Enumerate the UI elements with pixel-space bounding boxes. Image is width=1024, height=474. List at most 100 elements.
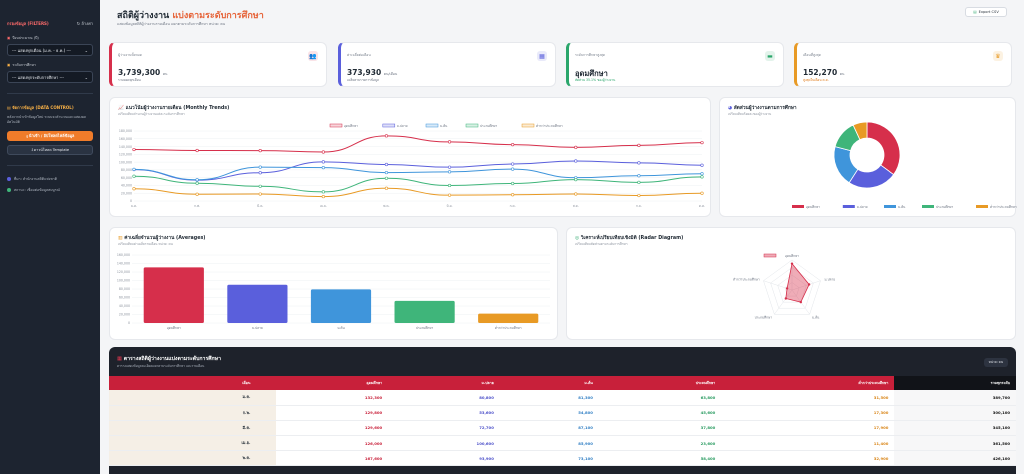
- legend-swatch: [842, 205, 855, 208]
- calculator-icon: ▦: [537, 51, 547, 61]
- radar-axis: [791, 280, 821, 291]
- table-header-cell[interactable]: ประถมศึกษา: [598, 376, 722, 390]
- table-icon: ▦: [117, 356, 124, 362]
- table-row[interactable]: พ.ค. 167,600 93,900 73,100 58,400 32,900 426,1…: [109, 450, 1016, 467]
- series-line: [133, 175, 703, 193]
- table-cell: 129,800: [276, 405, 389, 421]
- divider: [7, 93, 93, 94]
- chevron-down-icon: ⌄: [84, 47, 88, 53]
- data-point: [132, 147, 136, 152]
- legend-label: ม.ปลาย: [857, 205, 868, 209]
- bar: [310, 289, 372, 323]
- trend-title: 📈 แนวโน้มผู้ว่างงานรายเดือน (Monthly Tre…: [118, 104, 229, 112]
- table-header-cell[interactable]: รวมทุกระดับ: [894, 376, 1016, 390]
- table-row[interactable]: เม.ย. 126,000 100,600 85,900 23,600 11,400 361…: [109, 435, 1016, 452]
- year-select[interactable]: --- แสดงทุกเดือน (ม.ค. - ธ.ค.) --- ⌄: [7, 44, 93, 56]
- x-tick-label: ม.ปลาย: [252, 326, 263, 330]
- status-dot-icon: [7, 188, 11, 192]
- y-tick-label: 140,000: [117, 262, 130, 266]
- share-panel: ◕ สัดส่วนผู้ว่างงานตามการศึกษา เปรียบเที…: [719, 97, 1017, 217]
- year-label: ▣ ปีงบประมาณ (ปี): [7, 35, 93, 41]
- legend-swatch: [922, 205, 934, 208]
- x-tick-label: ม.ค.: [131, 204, 137, 208]
- data-point: [700, 191, 704, 195]
- series-line: [133, 166, 703, 181]
- pie-icon: ◕: [728, 106, 734, 111]
- table-header-cell[interactable]: อุดมศึกษา: [276, 376, 389, 390]
- reset-button[interactable]: ↻ ล้างค่า: [76, 21, 93, 26]
- data-point: [321, 150, 325, 154]
- data-point: [511, 143, 515, 147]
- radar-axis: [774, 289, 793, 315]
- table-cell: มี.ค.: [109, 420, 277, 437]
- radar-axis-label: ต่ำกว่าประถมศึกษา: [733, 276, 760, 281]
- x-tick-label: ต่ำกว่าประถมศึกษา: [495, 325, 522, 330]
- table-cell: 80,800: [388, 390, 500, 406]
- kpi-sub: เฉลี่ยตามรายการข้อมูล: [347, 78, 379, 82]
- y-tick-label: 120,000: [117, 270, 130, 274]
- data-point: [511, 162, 515, 166]
- edu-label-text: ระดับการศึกษา: [12, 63, 36, 67]
- kpi-value-text: 152,270: [803, 68, 838, 77]
- data-point: [384, 162, 389, 167]
- table-cell: 426,100: [894, 450, 1016, 467]
- x-tick-label: ก.ค.: [510, 204, 516, 208]
- download-template-button[interactable]: ⇩ ดาวน์โหลด Template: [7, 145, 93, 155]
- radar-axis-label: อุดมศึกษา: [785, 254, 799, 259]
- kpi-card: ค่าเฉลี่ยต่อเดือน 373,930 คน/เดือน เฉลี่ยต…: [338, 42, 556, 87]
- table-row[interactable]: ก.พ. 129,800 53,600 54,800 45,600 17,300 300,1…: [109, 405, 1016, 421]
- radar-axis-label: ม.ต้น: [812, 316, 820, 320]
- legend-swatch: [465, 123, 479, 128]
- radar-point: [784, 297, 788, 300]
- table-header-cell[interactable]: ต่ำกว่าประถมศึกษา: [721, 376, 895, 390]
- trend-subtitle: เปรียบเทียบจำนวนผู้ว่างงานแต่ละระดับการศ…: [118, 112, 185, 116]
- table-cell: 54,800: [499, 405, 599, 421]
- import-button[interactable]: ⇪ นำเข้า / อัปโหลดไฟล์ข้อมูล: [7, 131, 93, 141]
- bar: [227, 284, 288, 323]
- table-cell: 389,700: [894, 390, 1016, 406]
- table-row[interactable]: มี.ค. 129,600 72,700 87,100 37,800 17,900 345,…: [109, 420, 1016, 437]
- legend-label: ม.ต้น: [440, 124, 448, 128]
- export-csv-button[interactable]: ▤ Export CSV: [965, 7, 1007, 17]
- edu-select[interactable]: --- แสดงทุกระดับการศึกษา --- ⌄: [7, 71, 93, 83]
- kpi-unit: คน: [839, 72, 845, 76]
- table-header-cell[interactable]: ม.ต้น: [499, 376, 599, 390]
- data-point: [195, 192, 199, 196]
- trend-panel: 📈 แนวโน้มผู้ว่างงานรายเดือน (Monthly Tre…: [109, 97, 711, 217]
- data-table-panel: ▦ ตารางสถิติผู้ว่างงานแบ่งตามระดับการศึก…: [109, 347, 1016, 474]
- table-cell: 45,600: [598, 405, 722, 421]
- bar: [143, 267, 204, 323]
- table-cell: 300,100: [894, 405, 1016, 421]
- kpi-value-text: 373,930: [347, 68, 382, 77]
- table-cell: 132,300: [276, 390, 389, 406]
- source-status-text: ที่มา: สำนักงานสถิติแห่งชาติ: [14, 177, 57, 181]
- table-cell: เม.ย.: [109, 435, 277, 452]
- data-point: [384, 134, 389, 138]
- y-tick-label: 80,000: [121, 168, 132, 172]
- table-header-cell[interactable]: ม.ปลาย: [388, 376, 500, 390]
- bar: [478, 313, 539, 323]
- table-cell: 73,100: [499, 450, 599, 467]
- legend-swatch: [382, 123, 396, 128]
- kpi-sub: สัดส่วน 35.1% ของผู้ว่างงาน: [575, 78, 616, 82]
- download-icon: ⇩: [30, 148, 34, 152]
- table-header-cell[interactable]: เดือน: [109, 376, 277, 390]
- radar-point: [790, 262, 794, 265]
- legend-label: ต่ำกว่าประถมศึกษา: [536, 123, 563, 128]
- table-cell: 17,300: [721, 405, 895, 421]
- y-tick-label: 140,000: [119, 145, 132, 149]
- data-point: [637, 193, 641, 198]
- table-cell: 31,500: [721, 390, 895, 406]
- kpi-value: 152,270 คน: [803, 68, 844, 77]
- data-point: [321, 160, 325, 164]
- pie-slice: [866, 121, 901, 176]
- kpi-card: ระดับการศึกษาสูงสุด อุดมศึกษา สัดส่วน 35.…: [566, 42, 784, 87]
- table-title: ▦ ตารางสถิติผู้ว่างงานแบ่งตามระดับการศึก…: [117, 355, 221, 363]
- bar: [394, 300, 455, 323]
- radar-grid: [777, 274, 807, 303]
- table-cell: ม.ค.: [109, 390, 277, 406]
- y-tick-label: 180,000: [119, 129, 132, 133]
- data-point: [321, 190, 325, 194]
- table-row[interactable]: ม.ค. 132,300 80,800 81,300 63,800 31,500 389,7…: [109, 390, 1016, 406]
- data-control-title-text: จัดการข้อมูล (DATA CONTROL): [12, 105, 74, 110]
